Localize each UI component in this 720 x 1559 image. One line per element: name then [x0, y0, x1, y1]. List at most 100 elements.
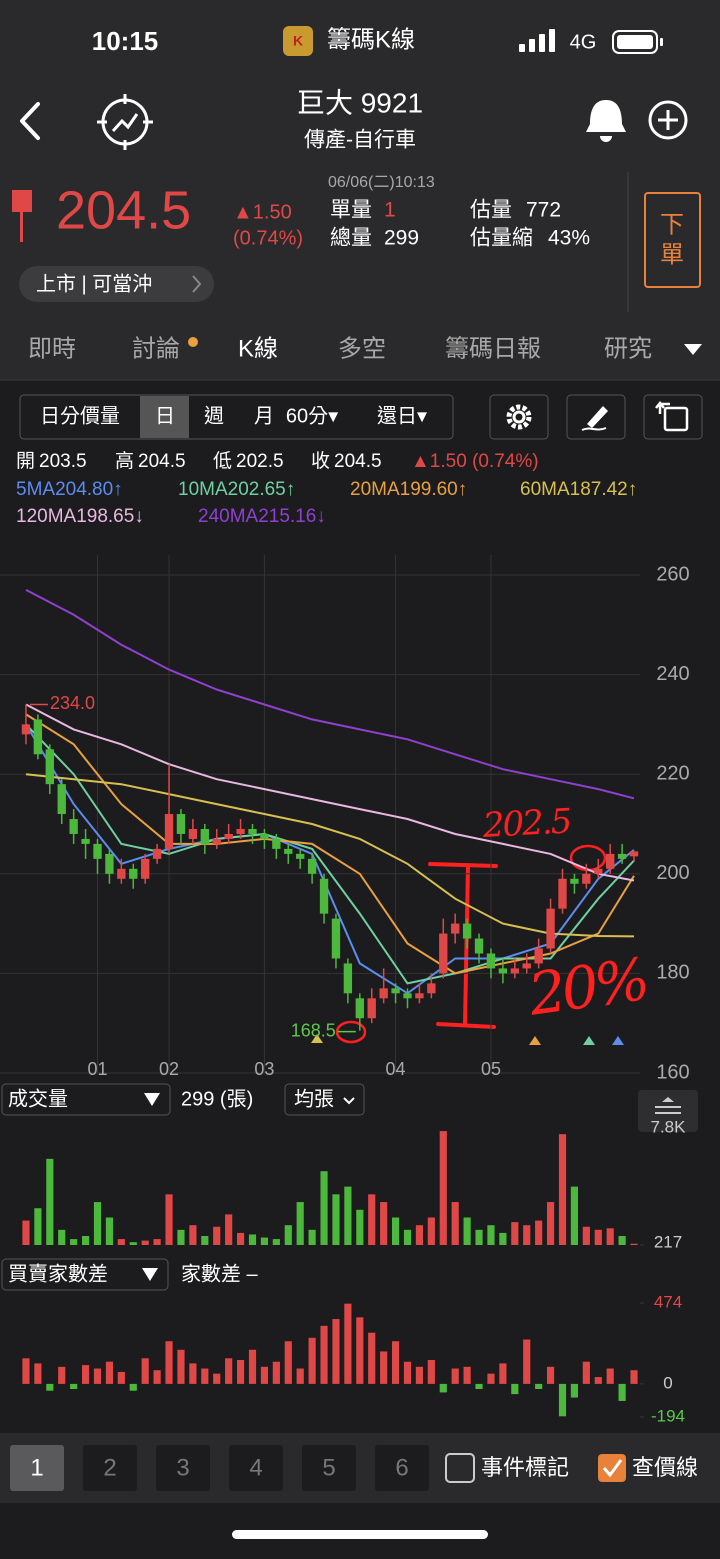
page-button[interactable]: [302, 1445, 356, 1491]
page-button-label: 6: [395, 1454, 408, 1481]
x-tick-label: 01: [87, 1059, 107, 1079]
y-tick-label: 240: [656, 663, 689, 685]
candle-body: [45, 749, 54, 785]
event-markers: [311, 1034, 624, 1045]
tab[interactable]: 研究: [604, 335, 652, 362]
candle-body: [558, 878, 567, 909]
market-tags-label: 上市 | 可當沖: [36, 272, 152, 295]
bar: [129, 1242, 137, 1245]
period-option[interactable]: 日分價量: [40, 404, 120, 427]
ma-line: [25, 773, 635, 938]
draw-button[interactable]: [566, 394, 626, 440]
indicator-dropdown[interactable]: [1, 1083, 171, 1116]
bar: [582, 1361, 590, 1384]
tab[interactable]: K線: [238, 335, 278, 362]
bar: [463, 1217, 471, 1245]
page-button[interactable]: [83, 1445, 137, 1491]
period-option[interactable]: 週: [204, 404, 224, 427]
candle-body: [391, 988, 400, 994]
bar: [523, 1339, 531, 1384]
mode-dropdown[interactable]: [284, 1083, 365, 1116]
candle-body: [69, 819, 78, 834]
candle-body: [141, 858, 150, 879]
checkbox[interactable]: [598, 1454, 626, 1482]
tab-menu[interactable]: [684, 344, 702, 355]
bar: [344, 1303, 352, 1384]
candle-body: [57, 784, 66, 815]
bar: [153, 1370, 161, 1384]
bar: [105, 1361, 113, 1384]
status-app: 籌碼K線: [327, 26, 415, 53]
page-button[interactable]: [229, 1445, 283, 1491]
tab[interactable]: 即時: [28, 335, 76, 362]
bar: [34, 1363, 42, 1384]
period-option[interactable]: 還日▾: [377, 404, 427, 427]
bar: [392, 1341, 400, 1384]
bar: [177, 1229, 185, 1245]
market-tags[interactable]: [19, 266, 214, 302]
candle-body: [129, 868, 138, 879]
candle-body: [272, 838, 281, 849]
candle-body: [260, 833, 269, 839]
tab-bar-bg: [0, 318, 720, 380]
field-value: 772: [526, 199, 561, 222]
period-active: [140, 396, 189, 438]
bar: [356, 1317, 364, 1384]
ma-legend: 120MA198.65↓: [16, 506, 144, 527]
trend-button[interactable]: [97, 94, 153, 150]
status-network: 4G: [570, 31, 597, 53]
page-button-label: 4: [249, 1454, 262, 1481]
candle-body: [439, 933, 448, 974]
order-button[interactable]: [644, 192, 701, 288]
bar: [570, 1383, 578, 1398]
page-button-label: 3: [176, 1454, 189, 1481]
candle-body: [534, 948, 543, 964]
settings-button[interactable]: [489, 394, 549, 440]
bar: [46, 1158, 54, 1245]
page-button[interactable]: [10, 1445, 64, 1491]
bar: [189, 1363, 197, 1384]
period-option[interactable]: 月: [254, 405, 274, 427]
indicator-dropdown[interactable]: [1, 1258, 169, 1291]
page-button[interactable]: [156, 1445, 210, 1491]
bar: [248, 1349, 257, 1384]
candle-body: [379, 988, 388, 999]
bar: [475, 1383, 483, 1390]
bar: [272, 1361, 280, 1384]
bar: [117, 1371, 125, 1384]
bar: [284, 1225, 292, 1245]
status-time: 10:15: [92, 26, 159, 56]
checkbox[interactable]: [445, 1453, 475, 1483]
rotate-button[interactable]: [643, 394, 703, 440]
field-label: 估量: [470, 199, 512, 222]
period-option[interactable]: 日: [155, 405, 175, 427]
field-label: 估量縮: [470, 227, 533, 250]
bar: [320, 1171, 328, 1245]
field-label: 總量: [330, 227, 372, 250]
bar: [201, 1236, 209, 1245]
candle-body: [21, 724, 31, 735]
candle-body: [105, 853, 114, 874]
alert-button[interactable]: [586, 100, 626, 142]
candle-body: [33, 719, 43, 755]
low-label: 168.5: [291, 1020, 336, 1040]
ma-legend: 10MA202.65↑: [178, 479, 295, 500]
tab[interactable]: 多空: [338, 335, 386, 362]
bar: [582, 1226, 590, 1245]
candle-body: [451, 923, 460, 934]
bar: [344, 1186, 352, 1245]
tab[interactable]: 討論: [132, 335, 180, 362]
page-button[interactable]: [375, 1445, 429, 1491]
y-tick-label: 220: [656, 762, 689, 784]
bar: [105, 1217, 113, 1245]
period-option[interactable]: 60分▾: [286, 404, 338, 427]
candle-body: [331, 918, 341, 959]
bar: [237, 1360, 245, 1384]
resize-handle[interactable]: [638, 1090, 698, 1132]
bar: [439, 1383, 447, 1393]
add-button[interactable]: [648, 100, 688, 140]
volume-current: 299 (張): [181, 1088, 253, 1110]
tab[interactable]: 籌碼日報: [445, 335, 541, 362]
back-button[interactable]: [20, 102, 40, 140]
bar: [296, 1368, 304, 1384]
